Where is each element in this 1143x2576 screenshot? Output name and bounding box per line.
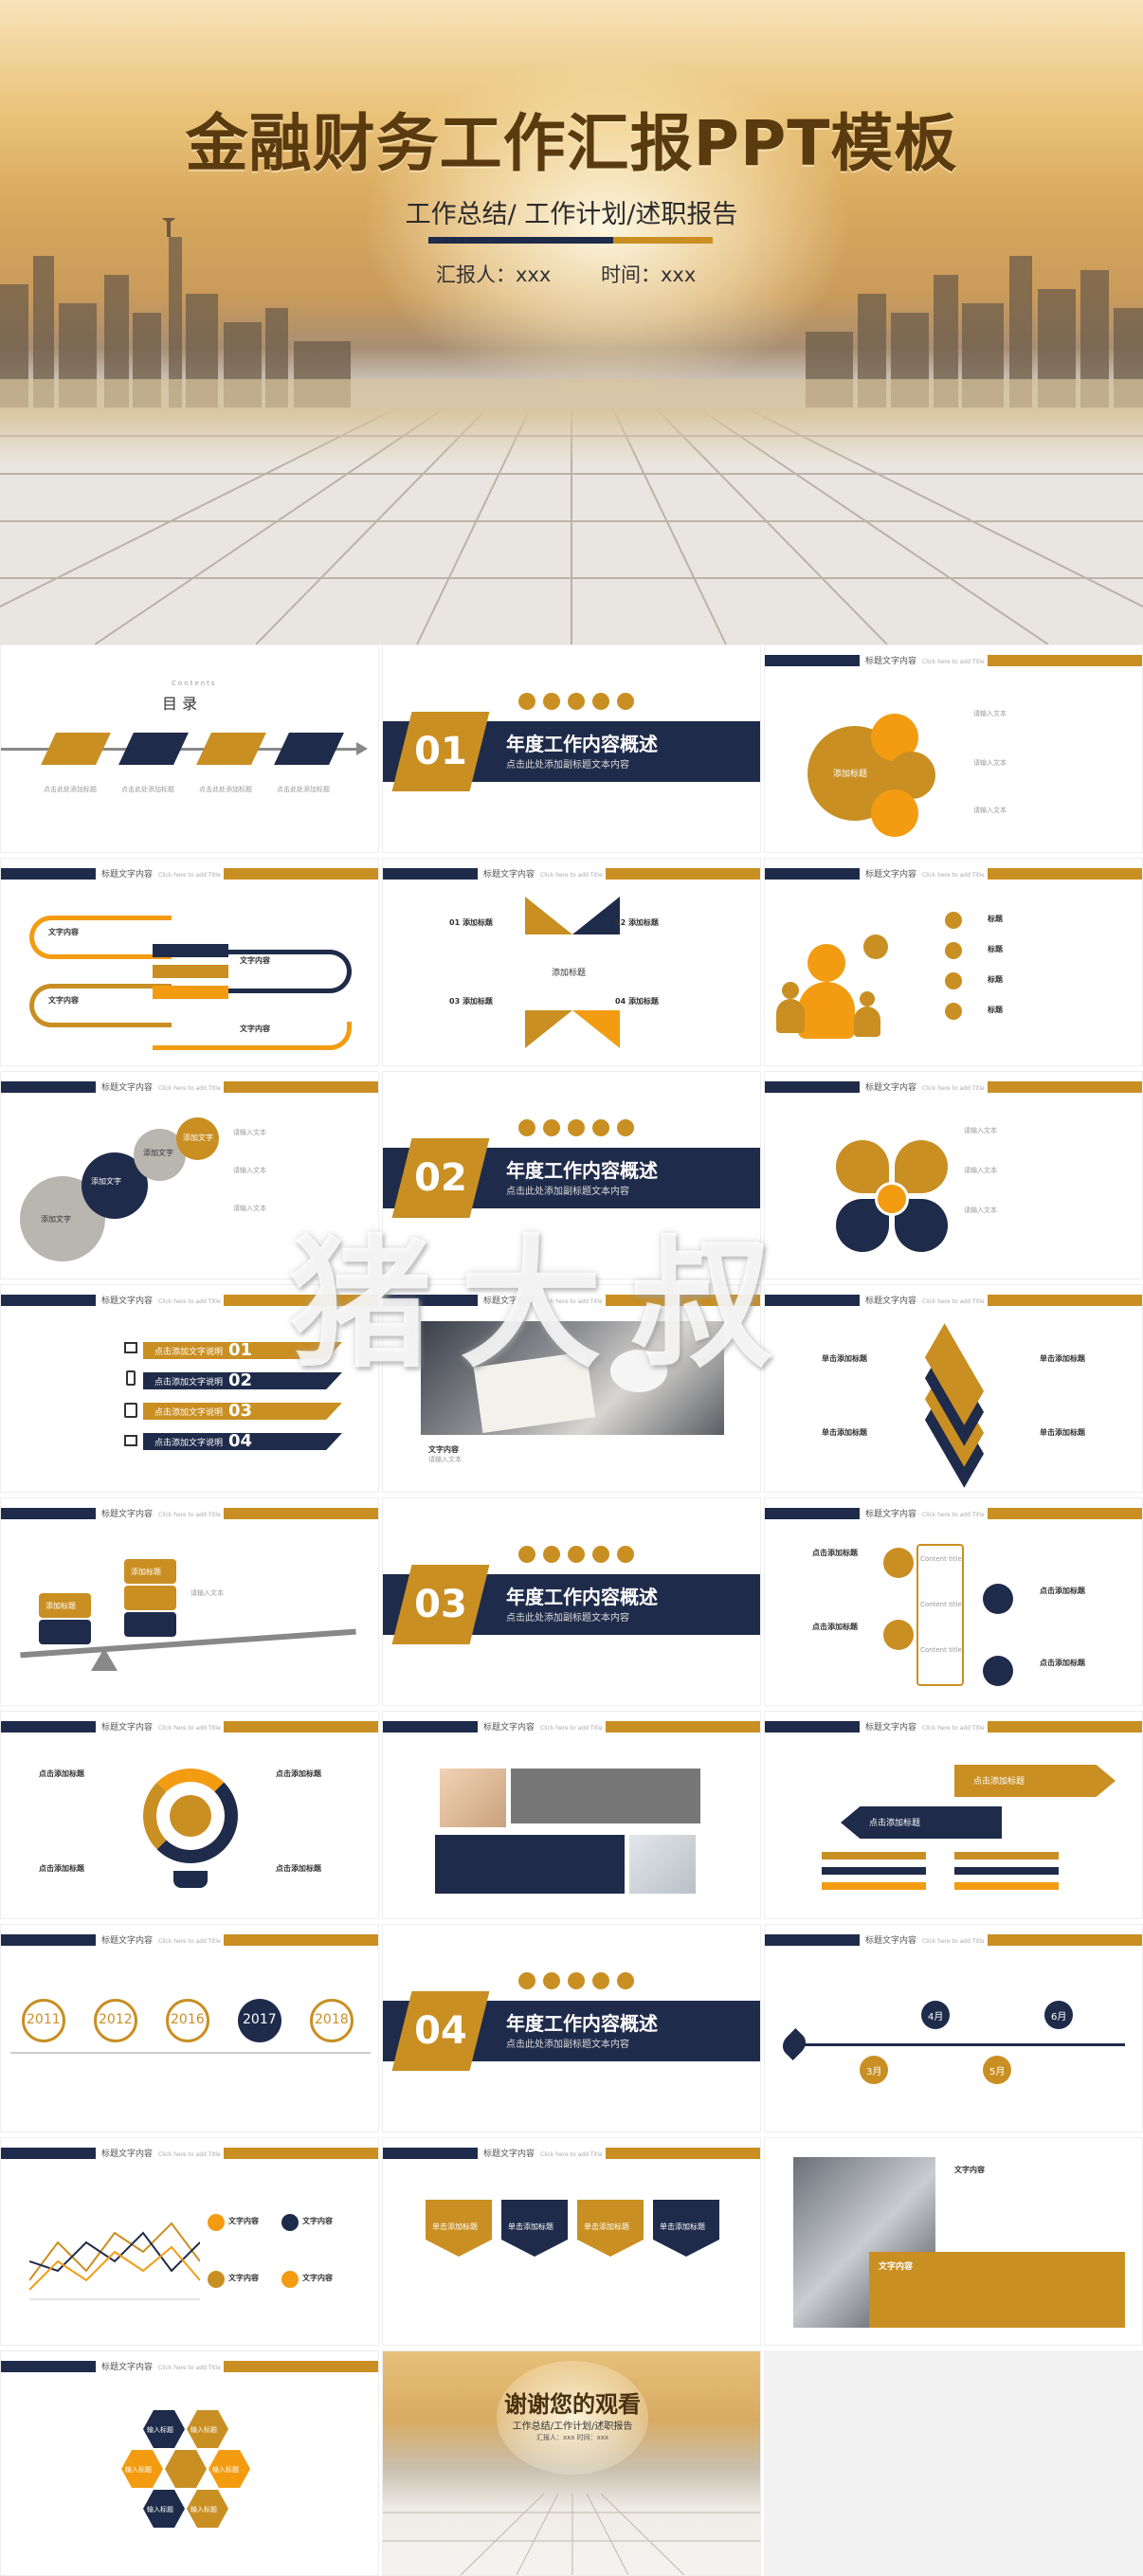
section-subtitle: 点击此处添加副标题文本内容	[506, 760, 629, 771]
slide-people-gears[interactable]: 标题文字内容 Click here to add Title 标题 标题 标题 标…	[764, 858, 1143, 1066]
toc-contents-label: Contents	[172, 680, 217, 687]
cover-title: 金融财务工作汇报PPT模板	[185, 107, 958, 180]
slide-semicircle[interactable]: 标题文字内容 Click here to add Title 添加标题 请输入文本…	[764, 644, 1143, 853]
slide-thanks[interactable]: 谢谢您的观看 工作总结/工作计划/述职报告 汇报人：xxx 时间：xxx	[382, 2350, 761, 2576]
person-photo	[629, 1835, 696, 1894]
gear-icon	[883, 1620, 914, 1650]
monitor-icon	[124, 1342, 137, 1353]
slide-layers[interactable]: 标题文字内容 Click here to add Title 单击添加标题 单击添…	[764, 1284, 1143, 1493]
petal-2	[895, 1140, 948, 1193]
slide-years[interactable]: 标题文字内容 Click here to add Title 2011 2012 …	[0, 1924, 379, 2132]
label-4: 文字内容	[240, 1025, 270, 1033]
petal-1	[836, 1140, 889, 1193]
step-1	[153, 944, 228, 957]
gear-icon	[945, 912, 962, 929]
text-1: 请输入文本	[973, 710, 1007, 717]
arrow-graphic	[525, 897, 620, 1048]
text-box	[435, 1835, 625, 1894]
slide-arrow-banners[interactable]: 标题文字内容 Click here to add Title 点击添加标题 点击添…	[764, 1711, 1143, 1919]
slide-month-timeline[interactable]: 标题文字内容 Click here to add Title 3月 4月 5月 6…	[764, 1924, 1143, 2132]
person-head	[807, 944, 845, 982]
slide-section-01[interactable]: 01 年度工作内容概述 点击此处添加副标题文本内容	[382, 644, 761, 853]
toc-item-2-label[interactable]: 点击此处添加标题	[121, 786, 174, 793]
gear-icon	[945, 942, 962, 959]
user-icon	[170, 1795, 211, 1837]
slide-section-04[interactable]: 04 年度工作内容概述 点击此处添加副标题文本内容	[382, 1924, 761, 2132]
slide-devices-list[interactable]: 标题文字内容 Click here to add Title 点击添加文字说明 点…	[0, 1284, 379, 1493]
text-2: 请输入文本	[973, 759, 1007, 767]
toc-title: 目 录	[162, 695, 198, 713]
slide-section-03[interactable]: 03 年度工作内容概述 点击此处添加副标题文本内容	[382, 1497, 761, 1706]
label-1: 文字内容	[48, 928, 79, 936]
city-skyline	[0, 218, 1143, 417]
person-body	[798, 982, 855, 1039]
cover-time: 时间：xxx	[601, 263, 697, 286]
sun-glow	[360, 57, 853, 398]
ring-seg-3	[871, 789, 918, 837]
phone-icon	[126, 1370, 136, 1386]
slide-bulb-ring[interactable]: 标题文字内容 Click here to add Title 点击添加标题 点击添…	[0, 1711, 379, 1919]
toc-item-4-label[interactable]: 点击此处添加标题	[277, 786, 330, 793]
copy-icon	[124, 1435, 137, 1446]
text-box	[511, 1769, 700, 1823]
slide-balance[interactable]: 标题文字内容 Click here to add Title 添加标题 添加标题 …	[0, 1497, 379, 1706]
user-icon	[883, 1548, 914, 1578]
toc-item-3-label[interactable]: 点击此处添加标题	[199, 786, 252, 793]
slide-content-titles[interactable]: 标题文字内容 Click here to add Title Content ti…	[764, 1497, 1143, 1706]
thanks-title: 谢谢您的观看	[504, 2391, 641, 2418]
section-icons	[518, 693, 634, 710]
text-3: 请输入文本	[973, 807, 1007, 814]
section-number: 01	[391, 712, 490, 791]
person-photo	[440, 1769, 506, 1827]
slide-toc[interactable]: Contents 目 录 点击此处添加标题 点击此处添加标题 点击此处添加标题 …	[0, 644, 379, 853]
center-label: 添加标题	[552, 969, 587, 978]
lightbulb-icon	[983, 1584, 1013, 1614]
slide-line-chart[interactable]: 标题文字内容 Click here to add Title 文字内容 文字内容 …	[0, 2137, 379, 2346]
label-3: 文字内容	[48, 996, 79, 1005]
gear-icon	[945, 972, 962, 989]
step-3	[153, 986, 228, 999]
gear-icon	[863, 934, 888, 959]
cover-subtitle: 工作总结/ 工作计划/述职报告	[405, 200, 738, 229]
office-photo	[421, 1321, 724, 1435]
thanks-meta: 汇报人：xxx 时间：xxx	[535, 2434, 609, 2441]
dollar-icon	[983, 1656, 1013, 1686]
circle-gold	[176, 1117, 219, 1160]
slide-circles[interactable]: 标题文字内容 Click here to add Title 添加文字 添加文字 …	[0, 1071, 379, 1279]
main-circle-label: 添加标题	[833, 770, 868, 779]
line-chart	[29, 2222, 200, 2300]
slide-shields[interactable]: 标题文字内容 Click here to add Title 单击添加标题 单击添…	[382, 2137, 761, 2346]
slide-photo-boxes[interactable]: 标题文字内容 Click here to add Title	[382, 1711, 761, 1919]
gear-icon	[945, 1003, 962, 1020]
bulb-base	[173, 1871, 208, 1888]
section-title: 年度工作内容概述	[506, 733, 658, 755]
slide-arrows[interactable]: 标题文字内容 Click here to add Title 添加标题 01 添加…	[382, 858, 761, 1066]
step-2	[153, 965, 228, 978]
slide-hexagons[interactable]: 标题文字内容 Click here to add Title 输入标题 输入标题 …	[0, 2350, 379, 2576]
toc-item-2-shape	[118, 733, 189, 765]
toc-item-1-shape	[41, 733, 111, 765]
empty-cell	[764, 2350, 1143, 2576]
slide-photo-text[interactable]: 标题文字内容 Click here to add Title 文字内容 请输入文本	[382, 1284, 761, 1493]
toc-item-1-label[interactable]: 点击此处添加标题	[44, 786, 97, 793]
toc-item-4-shape	[274, 733, 344, 765]
cover-underline	[428, 237, 713, 244]
label-2: 文字内容	[240, 956, 270, 965]
tablet-icon	[124, 1403, 137, 1418]
cover-reporter: 汇报人：xxx	[436, 263, 552, 286]
toc-item-3-shape	[196, 733, 266, 765]
slide-petals[interactable]: 标题文字内容 Click here to add Title 请输入文本 请输入文…	[764, 1071, 1143, 1279]
thanks-subtitle: 工作总结/工作计划/述职报告	[512, 2422, 633, 2432]
leaf-icon	[778, 2028, 810, 2060]
slide-snake-timeline[interactable]: 标题文字内容 Click here to add Title 文字内容 文字内容 …	[0, 858, 379, 1066]
slide-photo-collage[interactable]: 文字内容 文字内容	[764, 2137, 1143, 2346]
paved-floor	[0, 408, 1143, 644]
text-box	[869, 2252, 1125, 2328]
cover-slide: 金融财务工作汇报PPT模板 工作总结/ 工作计划/述职报告 汇报人：xxx 时间…	[0, 0, 1143, 644]
slide-section-02[interactable]: 02 年度工作内容概述 点击此处添加副标题文本内容	[382, 1071, 761, 1279]
